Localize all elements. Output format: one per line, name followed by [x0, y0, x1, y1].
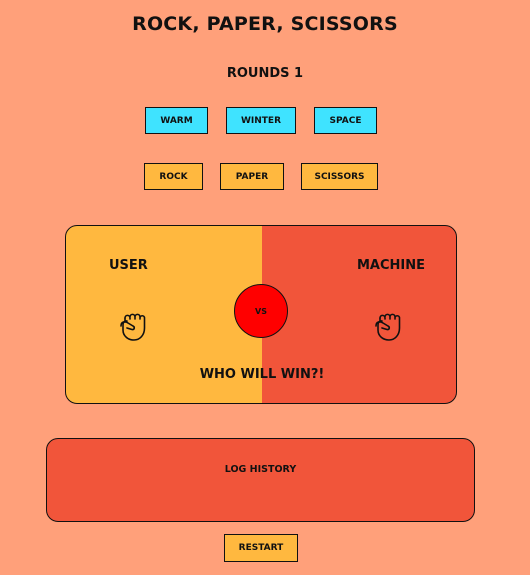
theme-warm-button[interactable]: Warm [145, 107, 208, 134]
theme-space-button[interactable]: Space [314, 107, 377, 134]
paper-button[interactable]: Paper [220, 163, 284, 190]
rock-button[interactable]: Rock [144, 163, 203, 190]
machine-fist-icon [375, 313, 401, 341]
game-title: Rock, Paper, Scissors [132, 13, 398, 35]
game-arena: User Machine VS Who will win?! [65, 225, 457, 404]
log-history-title: Log history [224, 464, 297, 475]
log-history-panel: Log history [46, 438, 475, 522]
machine-label: Machine [357, 258, 426, 273]
user-label: User [109, 258, 148, 273]
rounds-counter: Rounds 1 [226, 66, 304, 81]
theme-winter-button[interactable]: Winter [226, 107, 296, 134]
vs-badge: VS [234, 284, 288, 338]
scissors-button[interactable]: Scissors [301, 163, 378, 190]
user-fist-icon [120, 313, 146, 341]
round-status: Who will win?! [199, 367, 325, 382]
restart-button[interactable]: Restart [224, 534, 298, 562]
